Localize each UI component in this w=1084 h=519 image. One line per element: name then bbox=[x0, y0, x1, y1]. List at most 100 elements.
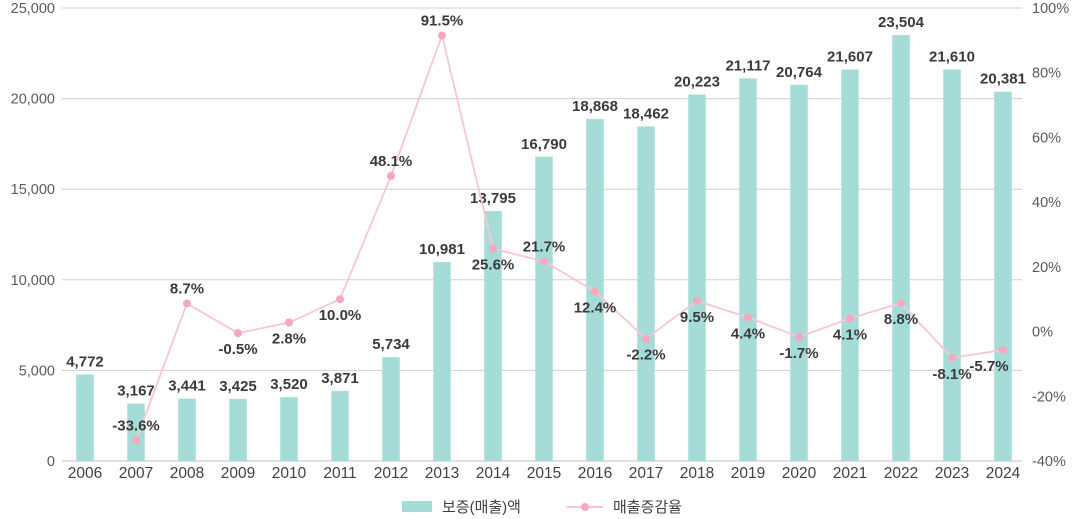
bar-value-label: 16,790 bbox=[521, 136, 567, 153]
left-axis-tick-label: 15,000 bbox=[11, 182, 55, 198]
bar-2022 bbox=[892, 35, 910, 462]
x-axis-label-2017: 2017 bbox=[629, 465, 663, 482]
right-axis-tick-label: 40% bbox=[1032, 195, 1061, 211]
growth-rate-label: -33.6% bbox=[112, 417, 160, 434]
legend-label-bar-series: 보증(매출)액 bbox=[441, 499, 521, 516]
growth-rate-line bbox=[135, 34, 1004, 441]
x-axis-label-2013: 2013 bbox=[425, 465, 459, 482]
line-point-2011 bbox=[336, 295, 344, 304]
x-axis-label-2008: 2008 bbox=[170, 465, 204, 482]
line-point-2017 bbox=[642, 334, 650, 343]
growth-rate-label: 21.7% bbox=[523, 238, 566, 255]
bar-2013 bbox=[433, 262, 451, 461]
right-axis-tick-label: 100% bbox=[1032, 1, 1069, 17]
line-point-2007 bbox=[132, 436, 140, 445]
line-point-2024 bbox=[999, 346, 1007, 355]
x-axis-label-2016: 2016 bbox=[578, 465, 612, 482]
growth-rate-label: -5.7% bbox=[969, 358, 1008, 375]
growth-rate-label: -8.1% bbox=[932, 366, 971, 383]
bar-value-label: 20,223 bbox=[674, 74, 720, 91]
bar-2018 bbox=[688, 94, 706, 462]
bar-2015 bbox=[535, 156, 553, 461]
line-point-2008 bbox=[183, 299, 191, 308]
bar-2010 bbox=[280, 397, 298, 461]
line-point-2023 bbox=[948, 353, 956, 362]
line-point-2012 bbox=[387, 171, 395, 180]
x-axis-label-2011: 2011 bbox=[323, 465, 356, 482]
chart-legend: 보증(매출)액 매출증감율 bbox=[0, 496, 1084, 517]
x-axis-label-2018: 2018 bbox=[680, 465, 714, 482]
bar-value-label: 13,795 bbox=[470, 190, 516, 207]
bar-2021 bbox=[841, 69, 859, 461]
line-point-2019 bbox=[744, 313, 752, 322]
bar-2009 bbox=[229, 398, 247, 461]
left-axis-tick-label: 25,000 bbox=[11, 1, 55, 17]
line-point-2010 bbox=[285, 318, 293, 327]
growth-rate-label: 25.6% bbox=[472, 257, 515, 274]
bar-value-label: 3,871 bbox=[321, 370, 359, 387]
left-axis-tick-label: 5,000 bbox=[19, 363, 55, 379]
x-axis-label-2020: 2020 bbox=[782, 465, 817, 482]
growth-rate-label: 12.4% bbox=[574, 299, 617, 316]
bar-2006 bbox=[76, 374, 94, 461]
line-point-2015 bbox=[540, 257, 548, 266]
right-axis-tick-label: 80% bbox=[1032, 66, 1061, 82]
bar-2007 bbox=[127, 403, 145, 461]
bar-value-label: 18,462 bbox=[623, 105, 669, 122]
x-axis-label-2023: 2023 bbox=[935, 465, 969, 482]
line-series-swatch-icon bbox=[566, 502, 603, 512]
x-axis-label-2019: 2019 bbox=[731, 465, 765, 482]
bar-2020 bbox=[790, 84, 808, 461]
bar-2023 bbox=[943, 69, 961, 461]
growth-rate-label: 8.7% bbox=[170, 280, 204, 297]
right-axis-tick-label: 0% bbox=[1032, 325, 1053, 341]
line-point-2021 bbox=[846, 314, 854, 323]
left-axis-tick-label: 20,000 bbox=[11, 92, 55, 108]
x-axis-label-2015: 2015 bbox=[527, 465, 561, 482]
growth-rate-label: 8.8% bbox=[884, 311, 918, 328]
bar-2017 bbox=[637, 126, 655, 461]
growth-rate-label: -0.5% bbox=[218, 341, 257, 358]
bar-value-label: 21,610 bbox=[929, 48, 975, 65]
x-axis-label-2007: 2007 bbox=[119, 465, 153, 482]
right-axis-tick-label: 60% bbox=[1032, 130, 1061, 146]
right-axis-tick-label: -20% bbox=[1032, 389, 1066, 405]
bar-2024 bbox=[994, 91, 1012, 461]
growth-rate-label: -1.7% bbox=[779, 345, 818, 362]
bar-2008 bbox=[178, 398, 196, 461]
bar-value-label: 4,772 bbox=[66, 354, 104, 371]
legend-item-bar-series[interactable]: 보증(매출)액 bbox=[401, 496, 521, 517]
line-point-2009 bbox=[234, 329, 242, 338]
line-point-2013 bbox=[438, 31, 446, 40]
x-axis-label-2010: 2010 bbox=[272, 465, 307, 482]
line-point-2022 bbox=[897, 299, 905, 308]
bar-value-label: 23,504 bbox=[878, 14, 925, 31]
bar-value-label: 3,441 bbox=[168, 378, 206, 395]
legend-item-line-series[interactable]: 매출증감율 bbox=[566, 496, 682, 517]
right-axis-tick-label: -40% bbox=[1032, 454, 1066, 470]
x-axis-label-2014: 2014 bbox=[476, 465, 511, 482]
line-point-2020 bbox=[795, 333, 803, 342]
bar-value-label: 10,981 bbox=[419, 241, 465, 258]
bar-value-label: 5,734 bbox=[372, 336, 410, 353]
bar-value-label: 18,868 bbox=[572, 98, 618, 115]
growth-rate-label: 48.1% bbox=[370, 153, 413, 170]
bar-value-label: 20,381 bbox=[980, 71, 1026, 88]
growth-rate-label: 9.5% bbox=[680, 309, 714, 326]
bar-2014 bbox=[484, 211, 502, 461]
x-axis-label-2012: 2012 bbox=[374, 465, 408, 482]
bar-value-label: 21,607 bbox=[827, 48, 873, 65]
growth-rate-label: -2.2% bbox=[626, 347, 665, 364]
bar-value-label: 3,520 bbox=[270, 376, 308, 393]
growth-rate-label: 2.8% bbox=[272, 331, 306, 348]
bar-2011 bbox=[331, 390, 349, 461]
bar-2012 bbox=[382, 357, 400, 461]
left-axis-tick-label: 0 bbox=[47, 454, 55, 470]
bar-value-label: 3,425 bbox=[219, 378, 257, 395]
bar-value-label: 21,117 bbox=[725, 57, 770, 74]
left-axis-tick-label: 10,000 bbox=[11, 273, 55, 289]
line-point-2014 bbox=[489, 244, 497, 253]
bar-series-swatch-icon bbox=[401, 501, 432, 512]
growth-rate-label: 4.1% bbox=[833, 326, 867, 343]
